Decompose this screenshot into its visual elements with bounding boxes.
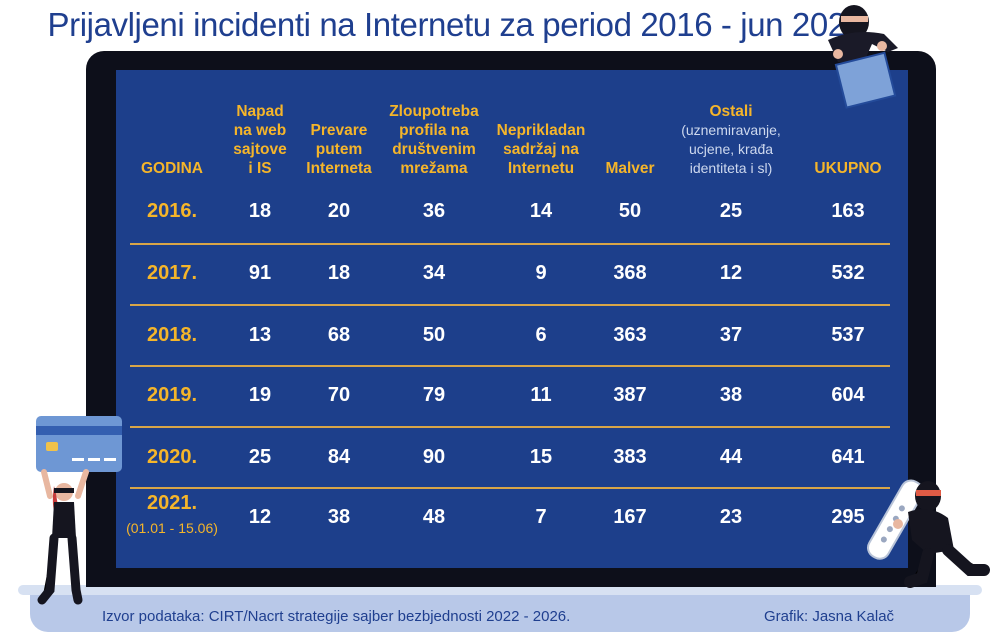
table-cell-value: 19 xyxy=(248,384,272,406)
column-header-label: Napad na web sajtove i IS xyxy=(233,103,287,177)
table-cell-value: 6 xyxy=(535,324,547,346)
page-title: Prijavljeni incidenti na Internetu za pe… xyxy=(47,6,873,43)
table-cell-value: 25 xyxy=(719,200,743,222)
table-cell-value: 7 xyxy=(535,506,547,528)
table-cell-value: 604 xyxy=(831,384,865,406)
column-header: Ostali (uznemiravanje, ucjene, krađa iden… xyxy=(667,102,795,178)
table-cell-value: 18 xyxy=(248,200,272,222)
table-cell-value: 34 xyxy=(422,262,446,284)
row-year-note: (01.01 - 15.06) xyxy=(126,520,218,536)
row-divider xyxy=(130,426,890,428)
row-divider xyxy=(130,304,890,306)
table-cell-value: 50 xyxy=(618,200,642,222)
laptop-screen xyxy=(116,70,908,568)
row-year: 2021. xyxy=(146,492,198,514)
column-header: Neprikladan sadržaj na Internetu xyxy=(487,121,595,178)
table-cell-value: 70 xyxy=(327,384,351,406)
table-cell-value: 641 xyxy=(831,446,865,468)
table-cell-value: 163 xyxy=(831,200,865,222)
column-header-label: Malver xyxy=(605,160,655,177)
row-year: 2020. xyxy=(146,446,198,468)
column-header: Prevare putem Interneta xyxy=(298,121,380,178)
table-cell-value: 363 xyxy=(613,324,647,346)
table-cell-value: 20 xyxy=(327,200,351,222)
table-cell-value: 295 xyxy=(831,506,865,528)
hacker-with-laptop-icon xyxy=(828,5,898,109)
table-cell-value: 44 xyxy=(719,446,743,468)
row-divider xyxy=(130,487,890,489)
row-year: 2017. xyxy=(146,262,198,284)
table-cell-value: 12 xyxy=(248,506,272,528)
table-cell-value: 37 xyxy=(719,324,743,346)
graphic-credit: Grafik: Jasna Kalač xyxy=(764,608,895,625)
table-cell-value: 532 xyxy=(831,262,865,284)
column-header-sublabel: (uznemiravanje, ucjene, krađa identiteta… xyxy=(681,122,781,176)
table-cell-value: 18 xyxy=(327,262,351,284)
column-header-label: Neprikladan sadržaj na Internetu xyxy=(496,122,586,177)
table-cell-value: 14 xyxy=(529,200,553,222)
hacker-with-password-bar-icon xyxy=(867,479,990,588)
table-cell-value: 23 xyxy=(719,506,743,528)
row-year: 2019. xyxy=(146,384,198,406)
table-cell-value: 537 xyxy=(831,324,865,346)
data-source: Izvor podataka: CIRT/Nacrt strategije sa… xyxy=(102,608,571,625)
table-cell-value: 387 xyxy=(613,384,647,406)
row-year: 2018. xyxy=(146,324,198,346)
table-cell-value: 13 xyxy=(248,324,272,346)
row-divider xyxy=(130,243,890,245)
table-cell-value: 50 xyxy=(422,324,446,346)
table-cell-value: 38 xyxy=(327,506,351,528)
row-divider xyxy=(130,365,890,367)
column-header-label: Ostali xyxy=(709,103,753,120)
column-header-label: Prevare putem Interneta xyxy=(306,122,372,177)
table-cell-value: 25 xyxy=(248,446,272,468)
column-header: Zloupotreba profila na društvenim mrežam… xyxy=(379,102,489,178)
table-cell-value: 15 xyxy=(529,446,553,468)
column-header: UKUPNO xyxy=(798,159,898,178)
table-cell-value: 90 xyxy=(422,446,446,468)
table-cell-value: 68 xyxy=(327,324,351,346)
column-header-label: GODINA xyxy=(141,160,203,177)
table-cell-value: 167 xyxy=(613,506,647,528)
column-header: GODINA xyxy=(117,159,227,178)
laptop-base-edge xyxy=(18,585,982,595)
row-year: 2016. xyxy=(146,200,198,222)
table-cell-value: 79 xyxy=(422,384,446,406)
column-header-label: Zloupotreba profila na društvenim mrežam… xyxy=(389,103,479,177)
woman-holding-credit-card-icon xyxy=(36,416,122,605)
table-cell-value: 383 xyxy=(613,446,647,468)
table-cell-value: 36 xyxy=(422,200,446,222)
table-cell-value: 12 xyxy=(719,262,743,284)
table-cell-value: 368 xyxy=(613,262,647,284)
table-cell-value: 38 xyxy=(719,384,743,406)
column-header: Napad na web sajtove i IS xyxy=(222,102,298,178)
table-cell-value: 84 xyxy=(327,446,351,468)
table-cell-value: 91 xyxy=(248,262,272,284)
table-cell-value: 9 xyxy=(535,262,547,284)
column-header-label: UKUPNO xyxy=(814,160,882,177)
table-cell-value: 48 xyxy=(422,506,446,528)
column-header: Malver xyxy=(595,159,665,178)
table-cell-value: 11 xyxy=(530,384,552,406)
